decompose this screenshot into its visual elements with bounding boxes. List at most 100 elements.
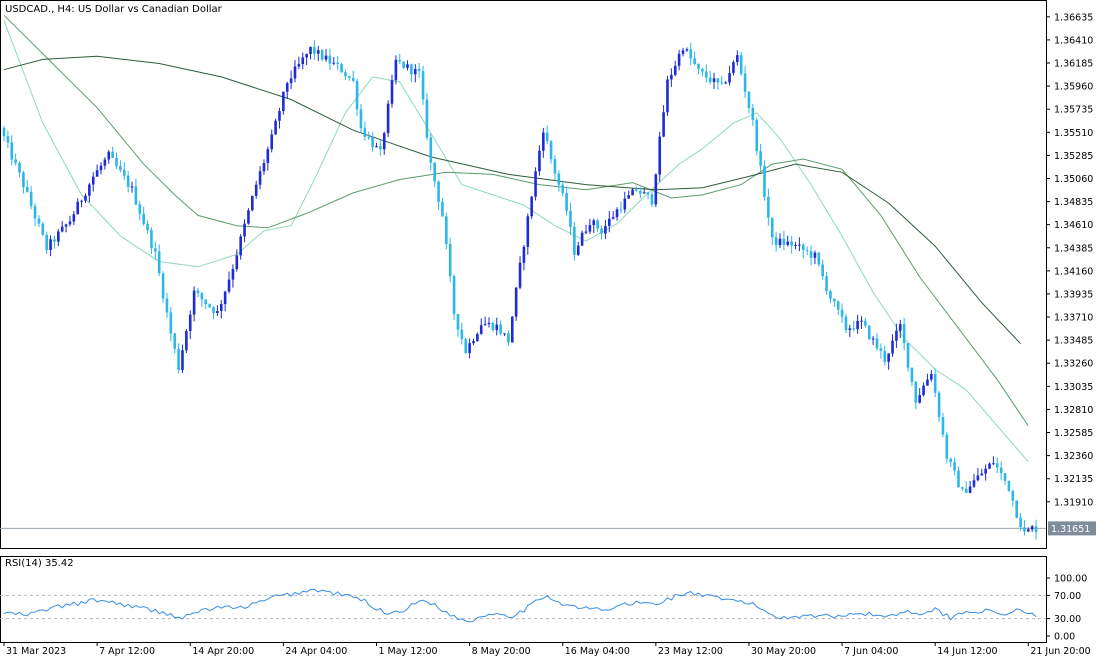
candle-bull	[231, 269, 235, 280]
candle-bear	[351, 77, 355, 81]
candlesticks	[2, 40, 1038, 540]
candle-bull	[576, 245, 580, 255]
candle-bear	[348, 76, 351, 78]
candle-bull	[895, 330, 898, 341]
candle-bear	[782, 238, 786, 245]
candle-bear	[437, 181, 440, 202]
candle-bull	[289, 78, 293, 84]
chart-frame	[0, 0, 1047, 643]
candle-bear	[398, 59, 402, 62]
candle-bear	[790, 241, 793, 246]
candle-bull	[216, 311, 219, 314]
candle-bear	[25, 187, 29, 192]
y-tick-label: 1.33035	[1054, 382, 1093, 393]
candle-bull	[1030, 526, 1034, 530]
candle-bull	[685, 49, 689, 51]
candle-bear	[367, 136, 371, 138]
candle-bear	[177, 348, 180, 371]
candle-bear	[433, 162, 436, 182]
candle-bear	[693, 58, 696, 65]
candle-bull	[968, 486, 972, 493]
candle-bear	[173, 333, 177, 349]
candle-bear	[359, 109, 363, 129]
candle-bear	[805, 250, 809, 252]
rsi-y-tick-label: 100.00	[1054, 574, 1087, 585]
candle-bear	[767, 196, 770, 218]
candle-bear	[29, 191, 33, 207]
candle-bull	[251, 195, 254, 211]
candle-bull	[324, 55, 328, 60]
candle-bull	[185, 331, 188, 351]
x-tick-label: 31 Mar 2023	[6, 646, 66, 657]
y-tick-label: 1.32810	[1054, 405, 1093, 416]
candle-bull	[604, 225, 607, 234]
y-tick-label: 1.35960	[1054, 82, 1093, 93]
candle-bear	[964, 488, 968, 493]
candle-bear	[829, 291, 832, 299]
candle-bull	[930, 374, 933, 380]
y-tick-label: 1.36185	[1054, 59, 1093, 70]
candle-bear	[809, 251, 813, 258]
x-tick-label: 16 May 04:00	[565, 646, 630, 657]
candle-bear	[1011, 490, 1015, 501]
y-tick-label: 1.34835	[1054, 197, 1093, 208]
candle-bull	[871, 338, 875, 340]
candle-bear	[999, 467, 1003, 474]
candle-bear	[126, 175, 130, 187]
candle-bull	[181, 350, 184, 371]
candle-bull	[282, 91, 285, 112]
candle-bear	[957, 470, 960, 488]
candle-bull	[72, 214, 76, 222]
candle-bull	[60, 226, 64, 232]
candle-bear	[953, 462, 956, 471]
candle-bear	[320, 50, 324, 60]
ma-fast-line	[3, 20, 1029, 463]
candle-bear	[340, 64, 343, 73]
candle-bull	[972, 480, 976, 487]
y-tick-label: 1.33710	[1054, 313, 1093, 324]
candle-bull	[786, 241, 790, 245]
candle-bull	[192, 290, 196, 315]
candle-bear	[14, 159, 17, 163]
candle-bull	[542, 132, 545, 151]
candle-bull	[976, 475, 980, 481]
candle-bear	[464, 339, 468, 354]
candle-bear	[708, 77, 712, 83]
candle-bear	[150, 230, 153, 249]
candle-bear	[204, 299, 208, 305]
candle-bear	[1015, 500, 1018, 518]
candle-bear	[363, 128, 367, 137]
candle-bear	[410, 64, 413, 75]
candle-bull	[592, 220, 596, 226]
candle-bear	[689, 49, 693, 59]
candle-bull	[627, 195, 630, 199]
candle-bear	[961, 487, 964, 489]
candle-bear	[763, 165, 766, 197]
candle-bear	[1019, 517, 1022, 528]
candle-bull	[860, 320, 863, 322]
candle-bull	[654, 174, 658, 205]
candle-bear	[910, 367, 914, 382]
current-price-tag	[1048, 521, 1096, 536]
candle-bear	[371, 137, 374, 148]
candle-bear	[154, 248, 157, 252]
x-tick-label: 14 Jun 12:00	[937, 646, 997, 657]
candle-bull	[615, 209, 619, 218]
candle-bull	[413, 68, 417, 75]
y-tick-label: 1.35060	[1054, 174, 1093, 185]
candle-bull	[262, 162, 266, 172]
candle-bull	[375, 146, 378, 148]
candle-bear	[646, 192, 650, 195]
candle-bear	[445, 216, 448, 245]
rsi-label: RSI(14) 35.42	[5, 558, 74, 569]
candle-bull	[631, 189, 634, 196]
candle-bear	[836, 301, 840, 310]
candle-bear	[840, 309, 844, 317]
candle-bull	[992, 463, 995, 465]
y-tick-label: 1.36635	[1054, 12, 1093, 23]
x-tick-label: 23 May 12:00	[658, 646, 723, 657]
y-tick-label: 1.32135	[1054, 474, 1093, 485]
candle-bull	[254, 184, 258, 196]
